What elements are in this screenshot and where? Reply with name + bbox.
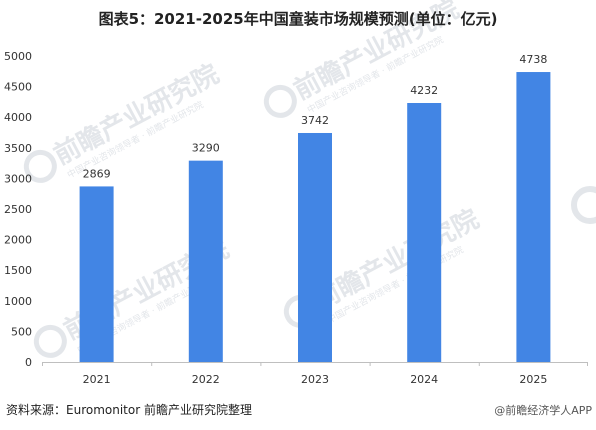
y-tick-label: 4500 [4, 81, 32, 94]
y-tick-label: 2000 [4, 234, 32, 247]
bar-2022 [188, 160, 223, 362]
data-label-2021: 2869 [83, 167, 111, 180]
y-tick-label: 3500 [4, 142, 32, 155]
data-label-2023: 3742 [301, 114, 329, 127]
chart-title: 图表5：2021-2025年中国童装市场规模预测(单位：亿元) [98, 10, 498, 28]
watermark-text: 前瞻产业研究院 [309, 203, 484, 316]
watermark-logo [33, 324, 67, 358]
x-tick-label-2021: 2021 [83, 373, 111, 386]
bar-2021 [79, 186, 114, 362]
watermark-logo [571, 186, 596, 224]
data-labels: 2869 3290 3742 4232 4738 [83, 53, 548, 180]
data-label-2025: 4738 [519, 53, 547, 66]
y-tick-label: 1000 [4, 295, 32, 308]
x-axis: 2021 2022 2023 2024 2025 [42, 362, 588, 386]
y-axis: 0 500 1000 1500 2000 2500 3000 3500 4000 4500 5000 [4, 50, 32, 369]
y-tick-label: 3000 [4, 172, 32, 185]
data-label-2022: 3290 [192, 142, 220, 155]
x-tick-label-2022: 2022 [192, 373, 220, 386]
y-tick-label: 1500 [4, 264, 32, 277]
source-note: 资料来源：Euromonitor 前瞻产业研究院整理 [6, 403, 252, 417]
x-tick-label-2025: 2025 [519, 373, 547, 386]
bar-2023 [298, 132, 332, 362]
watermark-logo [263, 84, 297, 118]
y-tick-label: 0 [25, 356, 32, 369]
y-tick-label: 2500 [4, 203, 32, 216]
bar-2025 [516, 72, 551, 363]
y-tick-label: 4000 [4, 111, 32, 124]
x-tick-label-2023: 2023 [301, 373, 329, 386]
y-tick-label: 5000 [4, 50, 32, 63]
bar-2024 [407, 103, 442, 363]
x-tick-label-2024: 2024 [410, 373, 438, 386]
watermark-logo [23, 149, 57, 183]
credit-text: @前瞻经济学人APP [494, 404, 592, 417]
data-label-2024: 4232 [410, 84, 438, 97]
bar-series [79, 72, 551, 363]
y-tick-label: 500 [11, 325, 32, 338]
